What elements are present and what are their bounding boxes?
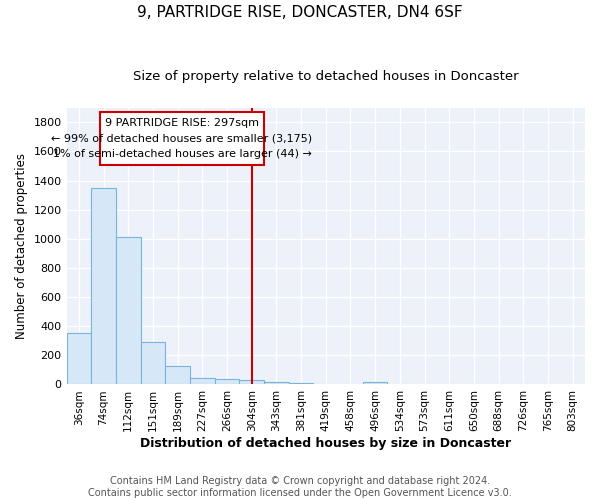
X-axis label: Distribution of detached houses by size in Doncaster: Distribution of detached houses by size … [140, 437, 511, 450]
FancyBboxPatch shape [100, 112, 264, 164]
Text: Contains HM Land Registry data © Crown copyright and database right 2024.
Contai: Contains HM Land Registry data © Crown c… [88, 476, 512, 498]
Bar [264, 382, 289, 384]
Bar [289, 383, 313, 384]
Bar [91, 188, 116, 384]
Bar [190, 378, 215, 384]
Y-axis label: Number of detached properties: Number of detached properties [15, 153, 28, 339]
Bar [215, 380, 239, 384]
Bar [363, 382, 388, 384]
Bar [165, 366, 190, 384]
Text: 9 PARTRIDGE RISE: 297sqm
← 99% of detached houses are smaller (3,175)
1% of semi: 9 PARTRIDGE RISE: 297sqm ← 99% of detach… [52, 118, 313, 159]
Bar [239, 380, 264, 384]
Title: Size of property relative to detached houses in Doncaster: Size of property relative to detached ho… [133, 70, 518, 83]
Bar [116, 238, 140, 384]
Text: 9, PARTRIDGE RISE, DONCASTER, DN4 6SF: 9, PARTRIDGE RISE, DONCASTER, DN4 6SF [137, 5, 463, 20]
Bar [67, 333, 91, 384]
Bar [140, 342, 165, 384]
